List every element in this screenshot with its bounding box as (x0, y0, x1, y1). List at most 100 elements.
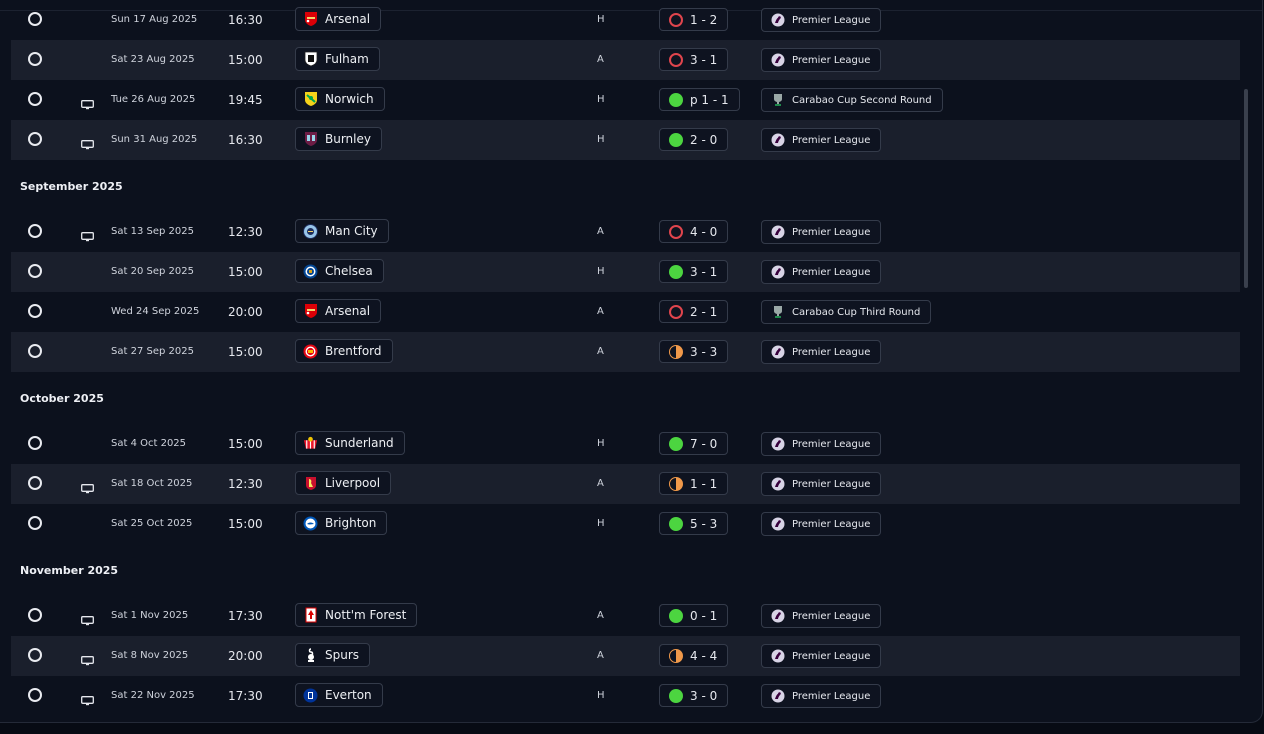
opponent-team-chip[interactable]: Fulham (295, 47, 380, 71)
premier-league-icon (771, 649, 785, 663)
burnley-crest-icon (303, 131, 318, 147)
competition-name: Premier League (792, 134, 871, 146)
match-date: Sat 1 Nov 2025 (111, 610, 189, 621)
competition-chip[interactable]: Premier League (761, 220, 882, 244)
score: 2 - 0 (690, 132, 718, 147)
competition-name: Premier League (792, 438, 871, 450)
forest-crest-icon (303, 607, 318, 623)
competition-chip[interactable]: Carabao Cup Third Round (761, 300, 932, 324)
competition-chip[interactable]: Premier League (761, 8, 882, 32)
fixture-row[interactable]: Sat 22 Nov 2025 17:30 Everton H 3 - 0 Pr… (11, 676, 1240, 716)
fixture-row[interactable]: Sat 13 Sep 2025 12:30 Man City A 4 - 0 P… (11, 212, 1240, 252)
home-away-indicator: H (597, 94, 605, 105)
kickoff-time: 17:30 (228, 609, 263, 623)
home-away-indicator: A (597, 226, 604, 237)
fixture-row[interactable]: Sun 31 Aug 2025 16:30 Burnley H 2 - 0 Pr… (11, 120, 1240, 160)
opponent-name: Spurs (325, 648, 360, 662)
select-radio[interactable] (28, 224, 42, 238)
select-radio[interactable] (28, 436, 42, 450)
score: 3 - 1 (690, 52, 718, 67)
competition-chip[interactable]: Premier League (761, 604, 882, 628)
premier-league-icon (771, 609, 785, 623)
competition-name: Premier League (792, 266, 871, 278)
score: 1 - 1 (690, 476, 718, 491)
spurs-crest-icon (303, 647, 318, 663)
select-radio[interactable] (28, 52, 42, 66)
tv-broadcast-icon (81, 691, 94, 706)
opponent-team-chip[interactable]: Brighton (295, 511, 388, 535)
competition-name: Premier League (792, 478, 871, 490)
home-away-indicator: A (597, 306, 604, 317)
result-chip: 3 - 1 (659, 260, 729, 283)
opponent-team-chip[interactable]: Arsenal (295, 299, 382, 323)
select-radio[interactable] (28, 304, 42, 318)
tv-broadcast-icon (81, 95, 94, 110)
opponent-team-chip[interactable]: Man City (295, 219, 389, 243)
competition-chip[interactable]: Premier League (761, 512, 882, 536)
tv-broadcast-icon (81, 135, 94, 150)
brentford-crest-icon (303, 343, 318, 359)
competition-name: Premier League (792, 650, 871, 662)
select-radio[interactable] (28, 476, 42, 490)
competition-chip[interactable]: Premier League (761, 128, 882, 152)
opponent-name: Arsenal (325, 304, 371, 318)
opponent-team-chip[interactable]: Burnley (295, 127, 382, 151)
opponent-team-chip[interactable]: Spurs (295, 643, 371, 667)
scrollbar[interactable] (1244, 89, 1248, 288)
select-radio[interactable] (28, 516, 42, 530)
select-radio[interactable] (28, 608, 42, 622)
fixture-row[interactable]: Sat 23 Aug 2025 15:00 Fulham A 3 - 1 Pre… (11, 40, 1240, 80)
tv-broadcast-icon (81, 651, 94, 666)
competition-chip[interactable]: Premier League (761, 48, 882, 72)
home-away-indicator: A (597, 54, 604, 65)
match-date: Sat 20 Sep 2025 (111, 266, 194, 277)
fulham-crest-icon (303, 51, 318, 67)
opponent-team-chip[interactable]: Nott'm Forest (295, 603, 418, 627)
competition-chip[interactable]: Carabao Cup Second Round (761, 88, 943, 112)
select-radio[interactable] (28, 648, 42, 662)
competition-chip[interactable]: Premier League (761, 432, 882, 456)
competition-chip[interactable]: Premier League (761, 340, 882, 364)
opponent-team-chip[interactable]: Brentford (295, 339, 393, 363)
fixture-row[interactable]: Sat 1 Nov 2025 17:30 Nott'm Forest A 0 -… (11, 596, 1240, 636)
fixture-row[interactable]: Sat 8 Nov 2025 20:00 Spurs A 4 - 4 Premi… (11, 636, 1240, 676)
kickoff-time: 15:00 (228, 53, 263, 67)
select-radio[interactable] (28, 344, 42, 358)
opponent-team-chip[interactable]: Everton (295, 683, 383, 707)
fixture-row[interactable]: Sat 4 Oct 2025 15:00 Sunderland H 7 - 0 … (11, 424, 1240, 464)
competition-name: Carabao Cup Second Round (792, 94, 932, 106)
opponent-team-chip[interactable]: Sunderland (295, 431, 405, 455)
fixture-row[interactable]: Tue 26 Aug 2025 19:45 Norwich H p 1 - 1 … (11, 80, 1240, 120)
opponent-team-chip[interactable]: Chelsea (295, 259, 384, 283)
select-radio[interactable] (28, 264, 42, 278)
fixture-row[interactable]: Sat 20 Sep 2025 15:00 Chelsea H 3 - 1 Pr… (11, 252, 1240, 292)
opponent-name: Norwich (325, 92, 374, 106)
result-loss-icon (669, 224, 683, 239)
fixture-row[interactable]: Wed 24 Sep 2025 20:00 Arsenal A 2 - 1 Ca… (11, 292, 1240, 332)
opponent-team-chip[interactable]: Arsenal (295, 7, 382, 31)
result-chip: 7 - 0 (659, 432, 729, 455)
opponent-name: Nott'm Forest (325, 608, 407, 622)
opponent-name: Fulham (325, 52, 369, 66)
opponent-team-chip[interactable]: Norwich (295, 87, 385, 111)
competition-chip[interactable]: Premier League (761, 644, 882, 668)
sunderland-crest-icon (303, 435, 318, 451)
score: 7 - 0 (690, 436, 718, 451)
select-radio[interactable] (28, 688, 42, 702)
competition-chip[interactable]: Premier League (761, 472, 882, 496)
fixture-row[interactable]: Sat 27 Sep 2025 15:00 Brentford A 3 - 3 … (11, 332, 1240, 372)
select-radio[interactable] (28, 92, 42, 106)
fixture-row[interactable]: Sat 18 Oct 2025 12:30 Liverpool A 1 - 1 … (11, 464, 1240, 504)
month-header: November 2025 (20, 563, 119, 577)
competition-chip[interactable]: Premier League (761, 684, 882, 708)
select-radio[interactable] (28, 12, 42, 26)
fixture-row[interactable]: Sat 25 Oct 2025 15:00 Brighton H 5 - 3 P… (11, 504, 1240, 544)
opponent-team-chip[interactable]: Liverpool (295, 471, 392, 495)
match-date: Sat 23 Aug 2025 (111, 54, 195, 65)
tv-broadcast-icon (81, 611, 94, 626)
fixture-row[interactable]: Sun 17 Aug 2025 16:30 Arsenal H 1 - 2 Pr… (11, 0, 1240, 40)
opponent-name: Man City (325, 224, 378, 238)
premier-league-icon (771, 225, 785, 239)
select-radio[interactable] (28, 132, 42, 146)
competition-chip[interactable]: Premier League (761, 260, 882, 284)
